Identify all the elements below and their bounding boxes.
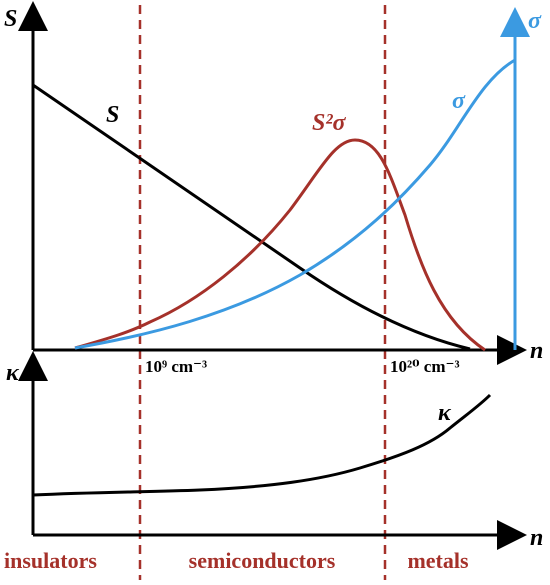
- power-factor-curve: [74, 138, 486, 352]
- region-label: semiconductors: [189, 548, 336, 573]
- seebeck-curve: [32, 83, 471, 351]
- region-label: metals: [407, 548, 469, 573]
- y-axis-label: κ: [6, 360, 20, 386]
- curve-label: S: [106, 102, 119, 128]
- y2-axis-label: σ: [528, 8, 542, 34]
- x-axis-label: n: [530, 338, 543, 364]
- y-axis-label: S: [4, 6, 17, 32]
- region-label: insulators: [4, 548, 97, 573]
- curve-label: σ: [452, 88, 466, 114]
- marker-label: 10⁹ cm⁻³: [145, 357, 207, 376]
- conductivity-curve: [74, 58, 516, 350]
- kappa-curve: [32, 393, 492, 497]
- x-axis-label: n: [530, 525, 543, 551]
- curve-label: κ: [438, 400, 452, 426]
- marker-label: 10²⁰ cm⁻³: [390, 357, 460, 376]
- curve-label: S²σ: [312, 110, 347, 136]
